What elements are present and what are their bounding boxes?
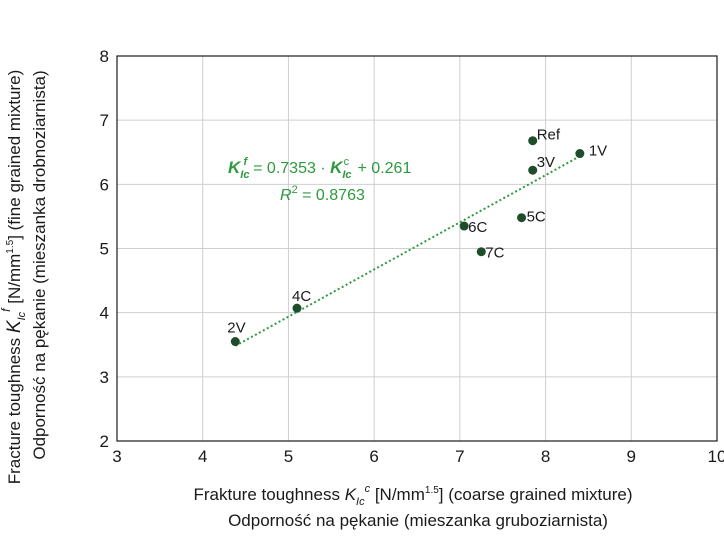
data-point (459, 221, 469, 231)
data-point (230, 337, 240, 347)
x-tick-label: 10 (708, 447, 724, 466)
x-tick-label: 8 (541, 447, 550, 466)
data-point (517, 213, 527, 223)
x-tick-label: 3 (112, 447, 121, 466)
grid (116, 55, 718, 442)
point-label: 4C (292, 288, 311, 305)
y-tick-label: 3 (100, 368, 109, 387)
point-label: 3V (537, 154, 555, 171)
point-label: 7C (485, 245, 504, 262)
x-tick-label: 4 (198, 447, 207, 466)
y-tick-label: 6 (100, 175, 109, 194)
x-tick-label: 6 (369, 447, 378, 466)
y-axis-title: Fracture toughness KIcf [N/mm1.5] (fine … (0, 70, 28, 485)
y-axis-title-line2: Odporność na pękanie (mieszanka drobnozi… (30, 70, 49, 459)
y-tick-label: 8 (100, 47, 109, 66)
y-tick-label: 4 (100, 304, 109, 323)
point-label: 5C (527, 209, 546, 226)
data-point (292, 303, 302, 313)
y-tick-label: 5 (100, 240, 109, 259)
r-squared-label: R2 = 0.8763 (280, 184, 365, 204)
data-point (575, 149, 585, 159)
point-label: 1V (589, 143, 607, 160)
x-tick-label: 5 (284, 447, 293, 466)
point-label: 2V (227, 320, 245, 337)
trendline-equation: KIcf = 0.7353 · KIcc + 0.261 (228, 156, 411, 181)
data-point (528, 165, 538, 175)
x-tick-label: 7 (455, 447, 464, 466)
plot-frame (116, 55, 718, 442)
data-point (528, 136, 538, 146)
y-tick-label: 7 (100, 111, 109, 130)
data-point (476, 247, 486, 257)
x-axis-title-line2: Odporność na pękanie (mieszanka grubozia… (228, 511, 608, 530)
point-label: 6C (468, 219, 487, 236)
y-tick-label: 2 (100, 432, 109, 451)
point-label: Ref (537, 127, 561, 144)
data-points: Ref 1V 3V 5C 6C 7C 4C 2V (227, 127, 607, 347)
x-axis-title: Frakture toughness KIcc [N/mm1.5] (coars… (194, 483, 633, 508)
x-tick-label: 9 (627, 447, 636, 466)
